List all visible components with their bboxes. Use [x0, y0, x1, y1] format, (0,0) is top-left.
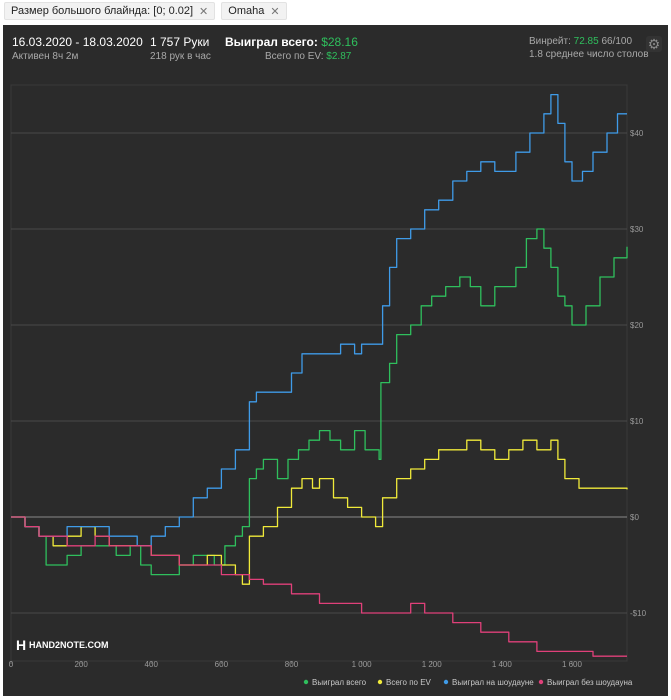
- filter-chip-game[interactable]: Omaha ✕: [221, 2, 287, 20]
- winrate-label: Винрейт:: [529, 36, 571, 47]
- plot-area: [10, 84, 628, 662]
- filter-bar: Размер большого блайнда: [0; 0.02] ✕ Oma…: [0, 0, 671, 22]
- legend-label: Выиграл на шоудауне: [452, 678, 534, 687]
- logo-mark: H: [16, 637, 26, 653]
- x-tick-label: 600: [215, 660, 229, 669]
- x-tick-label: 0: [9, 660, 14, 669]
- x-tick-label: 800: [285, 660, 299, 669]
- legend: Выиграл всего Всего по EV Выиграл на шоуда…: [303, 678, 633, 687]
- legend-label: Выиграл всего: [312, 678, 367, 687]
- winrate-value: 72.85: [573, 36, 599, 47]
- x-tick-label: 1 400: [492, 660, 513, 669]
- won-value: $28.16: [321, 35, 358, 49]
- won-label: Выиграл всего:: [225, 35, 318, 49]
- x-tick-label: 1 000: [352, 660, 373, 669]
- legend-label: Всего по EV: [386, 678, 432, 687]
- series-line: [11, 516, 627, 657]
- winrate-suffix: 66/100: [601, 36, 633, 47]
- won-total: Выиграл всего: $28.16: [225, 35, 358, 49]
- graph-panel: 16.03.2020 - 18.03.2020 Активен 8ч 2м 1 …: [3, 25, 668, 696]
- ev-label: Всего по EV:: [265, 51, 324, 62]
- tick-layer: -$10 $0 $10 $20 $30 $40 0 200 400 600 800 1 000 1 20…: [9, 129, 647, 669]
- y-tick-label: $30: [630, 225, 644, 234]
- grid-layer: [10, 84, 628, 664]
- y-tick-label: $10: [630, 417, 644, 426]
- x-tick-label: 1 200: [422, 660, 443, 669]
- hands-rate: 218 рук в час: [150, 51, 211, 62]
- ev-total: Всего по EV: $2.87: [265, 51, 351, 62]
- y-tick-label: $40: [630, 129, 644, 138]
- x-tick-label: 1 600: [562, 660, 583, 669]
- active-time: Активен 8ч 2м: [12, 51, 79, 62]
- legend-swatch: [377, 679, 383, 685]
- legend-label: Выиграл без шоудауна: [547, 678, 633, 687]
- series-line: [11, 228, 628, 576]
- series-layer: [11, 93, 628, 657]
- filter-chip-label: Omaha: [228, 5, 265, 17]
- x-tick-label: 200: [74, 660, 88, 669]
- date-range: 16.03.2020 - 18.03.2020: [12, 35, 143, 49]
- gear-icon[interactable]: ⚙: [646, 36, 662, 52]
- filter-chip-label: Размер большого блайнда: [0; 0.02]: [11, 5, 194, 17]
- legend-swatch: [538, 679, 544, 685]
- legend-swatch: [303, 679, 309, 685]
- filter-chip-big-blind[interactable]: Размер большого блайнда: [0; 0.02] ✕: [4, 2, 216, 20]
- y-tick-label: $20: [630, 321, 644, 330]
- tables-average: 1.8 среднее число столов: [529, 49, 649, 60]
- winrate: Винрейт: 72.85 66/100: [529, 36, 632, 47]
- series-line: [11, 439, 628, 585]
- logo: H HAND2NOTE.COM: [16, 637, 109, 653]
- chart: -$10 $0 $10 $20 $30 $40 0 200 400 600 800 1 000 1 20…: [9, 84, 647, 687]
- series-line: [11, 93, 627, 547]
- hands-count: 1 757 Руки: [150, 35, 210, 49]
- x-tick-label: 400: [145, 660, 159, 669]
- ev-value: $2.87: [326, 51, 352, 62]
- logo-text: HAND2NOTE.COM: [29, 640, 109, 650]
- y-tick-label: -$10: [630, 609, 647, 618]
- y-tick-label: $0: [630, 513, 639, 522]
- legend-swatch: [443, 679, 449, 685]
- close-icon[interactable]: ✕: [270, 5, 280, 18]
- close-icon[interactable]: ✕: [199, 5, 209, 18]
